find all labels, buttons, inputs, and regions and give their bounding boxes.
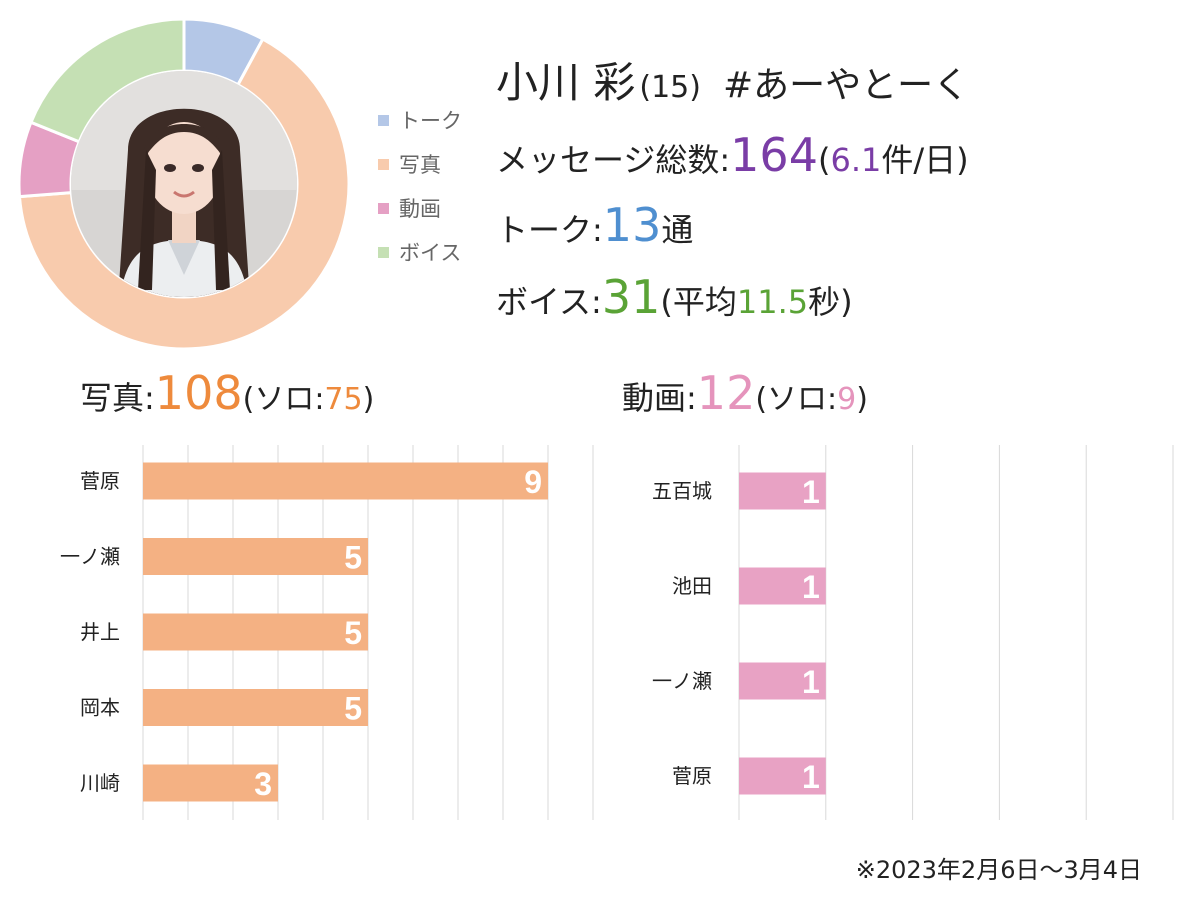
video-section-label: 動画: — [622, 379, 697, 417]
photo-partner-bar-chart: 菅原 9 一ノ瀬 5 井上 5 岡本 5 川崎 3 — [40, 440, 600, 825]
legend-label-video: 動画 — [399, 197, 441, 221]
bar-category-label: 一ノ瀬 — [652, 669, 712, 693]
legend-label-voice: ボイス — [399, 241, 462, 265]
messages-row: メッセージ総数:164(6.1件/日) — [496, 132, 969, 178]
bar-value-label: 1 — [802, 664, 820, 700]
video-partner-bar-chart: 五百城 1 池田 1 一ノ瀬 1 菅原 1 — [620, 440, 1180, 825]
voice-paren: (平均 — [660, 283, 737, 321]
bar-value-label: 9 — [524, 464, 542, 500]
bar — [739, 757, 826, 795]
bar — [143, 613, 368, 651]
video-section-heading: 動画:12(ソロ:9) — [622, 370, 868, 416]
voice-unit: 秒) — [808, 283, 853, 321]
talk-unit: 通 — [661, 211, 694, 249]
talk-label: トーク: — [496, 211, 603, 249]
messages-label: メッセージ総数: — [496, 141, 731, 179]
legend-swatch-talk — [378, 114, 389, 126]
video-total: 12 — [696, 366, 756, 420]
messages-value: 164 — [730, 128, 818, 182]
legend-item-photo: 写真 — [378, 142, 488, 186]
bar-category-label: 菅原 — [672, 764, 712, 788]
photo-solo-value: 75 — [324, 382, 363, 417]
legend-label-talk: トーク — [399, 109, 462, 133]
bar-value-label: 5 — [344, 691, 362, 727]
photo-section-heading: 写真:108(ソロ:75) — [80, 370, 374, 416]
bar-value-label: 1 — [802, 759, 820, 795]
bar-category-label: 五百城 — [652, 479, 712, 503]
bar-value-label: 5 — [344, 540, 362, 576]
video-solo-close: ) — [856, 382, 868, 417]
bar-category-label: 菅原 — [80, 469, 120, 493]
legend-item-video: 動画 — [378, 186, 488, 230]
portrait-photo — [71, 71, 297, 297]
bar-category-label: 岡本 — [80, 696, 120, 720]
voice-row: ボイス:31(平均11.5秒) — [496, 274, 853, 320]
bar-category-label: 川崎 — [80, 771, 120, 795]
bar — [143, 689, 368, 726]
voice-value: 31 — [601, 270, 661, 324]
member-age: (15) — [639, 70, 701, 105]
photo-total: 108 — [154, 366, 243, 420]
bar-value-label: 1 — [802, 474, 820, 510]
photo-section-label: 写真: — [80, 379, 155, 417]
hashtag: #あーやとーく — [722, 65, 970, 106]
bar — [143, 462, 548, 500]
member-name: 小川 彩 — [496, 58, 636, 107]
messages-per-day: 6.1 — [830, 141, 882, 179]
bar — [143, 764, 278, 802]
date-range-footnote: ※2023年2月6日〜3月4日 — [855, 856, 1142, 884]
photo-solo-close: ) — [362, 382, 375, 417]
legend-label-photo: 写真 — [399, 153, 441, 177]
bar-category-label: 井上 — [80, 620, 120, 644]
messages-unit: 件/日) — [881, 141, 969, 179]
talk-value: 13 — [602, 198, 662, 252]
legend-item-voice: ボイス — [378, 230, 488, 274]
talk-row: トーク:13通 — [496, 202, 693, 248]
legend-swatch-video — [378, 202, 389, 214]
message-breakdown-donut-chart — [17, 17, 351, 351]
bar-value-label: 5 — [344, 615, 362, 651]
video-solo-open: (ソロ: — [755, 382, 838, 417]
bar-value-label: 1 — [802, 569, 820, 605]
video-solo-value: 9 — [837, 382, 857, 417]
name-row: 小川 彩 (15) #あーやとーく — [496, 62, 969, 104]
legend-swatch-photo — [378, 158, 389, 170]
bar-category-label: 一ノ瀬 — [60, 545, 120, 569]
messages-paren: ( — [817, 141, 831, 179]
donut-legend: トーク 写真 動画 ボイス — [378, 98, 488, 274]
bar — [739, 567, 826, 605]
voice-label: ボイス: — [496, 283, 602, 321]
bar — [739, 662, 826, 700]
voice-avg: 11.5 — [736, 283, 809, 321]
bar-category-label: 池田 — [672, 574, 712, 598]
bar — [739, 472, 826, 510]
legend-swatch-voice — [378, 246, 389, 258]
photo-solo-open: (ソロ: — [242, 382, 325, 417]
bar — [143, 538, 368, 575]
legend-item-talk: トーク — [378, 98, 488, 142]
bar-value-label: 3 — [254, 766, 272, 802]
